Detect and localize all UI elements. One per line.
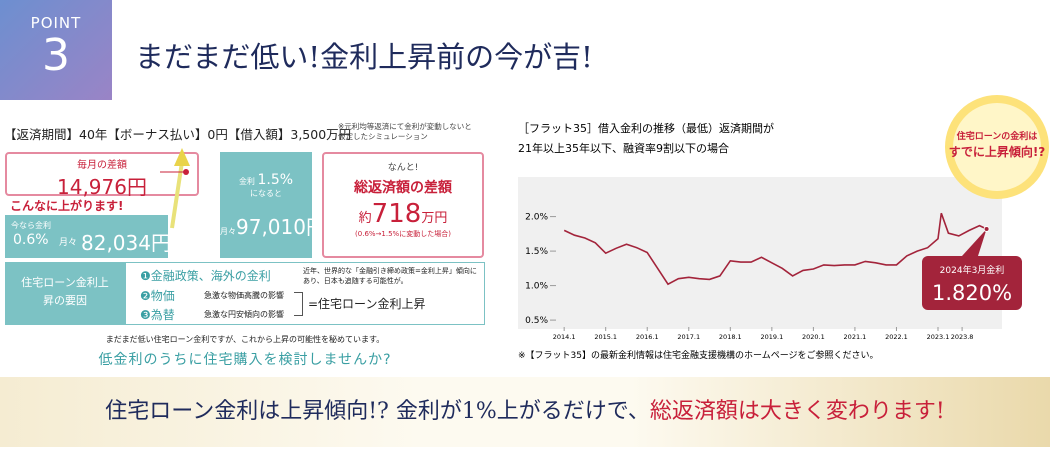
current-box: 今なら金利 0.6% 月々 82,034円 [5,215,171,258]
point-label: POINT [30,14,82,32]
banner: 住宅ローン金利は上昇傾向!? 金利が1%上がるだけで、総返済額は大きく変わります… [0,377,1050,447]
raised-payment: 97,010円 [236,215,326,239]
factors-title: 住宅ローン金利上昇の要因 [5,262,125,325]
banner-emphasis: 総返済額は大きく変わります! [649,399,945,424]
factor-detail: 近年、世界的な「金融引き締め政策=金利上昇」傾向にあり、日本も追随する可能性が。 [303,267,477,285]
arrow-head [174,148,190,166]
total-unit: 万円 [421,211,448,226]
conditions-note: ※元利均等返済にて金利が変動しないと仮定したシミュレーション [338,122,472,141]
chart-title: ［フラット35］借入金利の推移（最低）返済期間が [518,121,774,135]
factor-detail: 急激な円安傾向の影響 [204,310,284,319]
factors-box: ❶金融政策、海外の金利 近年、世界的な「金融引き締め政策=金利上昇」傾向にあり、… [125,262,485,325]
chart: ［フラット35］借入金利の推移（最低）返済期間が 21年以上35年以下、融資率9割… [518,95,1049,361]
callout-value: 1.820% [932,281,1012,305]
current-rate-label: 今なら金利 [11,221,51,230]
current-payment: 82,034円 [81,231,171,255]
total-box: なんと! 総返済額の差額 約718万円 (0.6%→1.5%に変動した場合) [322,152,484,258]
factor-bracket [294,292,303,316]
annotation-point [983,226,990,233]
message-question: 低金利のうちに住宅購入を検討しませんか? [98,352,392,368]
callout-text: 住宅ローンの金利は [956,130,1038,142]
page-title: まだまだ低い!金利上昇前の今が吉! [135,40,593,74]
x-tick-label: 2019.1 [760,333,783,341]
y-tick-label: 0.5% [525,316,548,326]
rise-arrow [160,148,190,229]
total-amount: 約718万円 [324,199,482,229]
total-number: 718 [371,199,422,229]
raised-rate-label: 金利 [238,177,255,186]
y-tick-label: 2.0% [525,213,548,223]
raised-payment-line: 月々97,010円 [220,211,326,240]
x-tick-label: 2014.1 [553,333,576,341]
chart-title: 21年以上35年以下、融資率9割以下の場合 [518,141,729,155]
callout-text: すでに上昇傾向!? [949,144,1046,159]
x-tick-label: 2015.1 [594,333,617,341]
factor-label: ❶金融政策、海外の金利 [140,269,271,283]
callout-badge-inner [953,103,1041,191]
factor-detail: 急激な物価高騰の影響 [204,291,284,300]
y-tick-label: 1.0% [525,282,548,292]
x-tick-label: 2018.1 [719,333,742,341]
current-rate: 0.6% [13,232,49,248]
plot-background [518,177,1002,329]
conditions: 【返済期間】40年【ボーナス払い】0円【借入額】3,500万円 [4,127,352,142]
rate-line [563,212,987,286]
callout-box [922,256,1022,310]
message-note: まだまだ低い住宅ローン金利ですが、これから上昇の可能性を秘めています。 [105,335,385,344]
chart-note: ※【フラット35】の最新金利情報は住宅金融支援機構のホームページをご参照ください… [518,349,879,361]
factors-result: =住宅ローン金利上昇 [308,297,426,311]
factor-label: ❷物価 [140,289,175,303]
x-tick-label: 2021.1 [844,333,867,341]
point-badge: POINT 3 [0,0,112,100]
x-tick-label: 2016.1 [636,333,659,341]
x-tick-label: 2020.1 [802,333,825,341]
total-label: 総返済額の差額 [354,180,452,196]
arrow-shaft [170,161,184,229]
raised-monthly-label: 月々 [220,227,236,236]
raised-box: 金利 1.5% になると 月々97,010円 [220,152,326,258]
monthly-diff-box: 毎月の差額 14,976円 [5,152,199,199]
x-tick-label: 2022.1 [885,333,908,341]
total-note: (0.6%→1.5%に変動した場合) [355,230,451,238]
total-exclaim: なんと! [387,163,419,173]
monthly-diff-label: 毎月の差額 [77,160,127,171]
x-tick-label: 2023.8 [951,333,974,341]
x-tick-label: 2023.1 [927,333,950,341]
total-prefix: 約 [358,211,372,226]
callout-title: 2024年3月金利 [940,264,1005,276]
factor-label: ❸為替 [140,308,175,322]
point-number: 3 [42,30,70,81]
banner-text: 住宅ローン金利は上昇傾向!? 金利が1%上がるだけで、 [105,399,650,424]
current-monthly-label: 月々 [59,238,78,248]
callout-pointer [962,229,987,256]
raised-rate: 1.5% [257,172,294,188]
raised-suffix: になると [250,189,282,198]
raised-line: 金利 1.5% [220,172,312,188]
rise-text: こんなに上がります! [10,199,124,213]
y-tick-label: 1.5% [525,247,548,257]
monthly-diff-amount: 14,976円 [57,175,147,199]
arrow-dot [183,169,189,175]
x-tick-label: 2017.1 [677,333,700,341]
